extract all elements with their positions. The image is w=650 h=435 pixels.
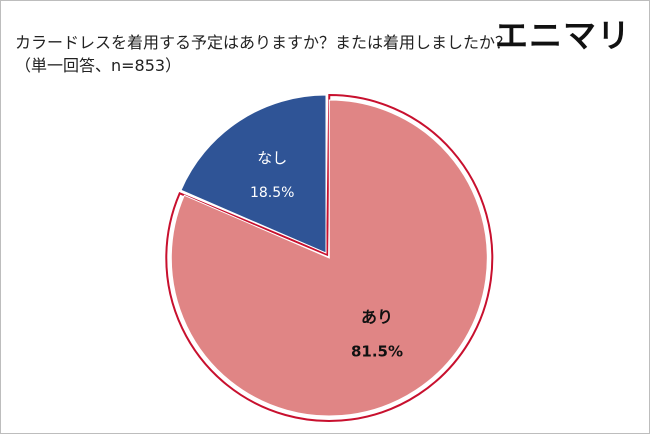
chart-title-line1: カラードレスを着用する予定はありますか？または着用しましたか？ [15, 33, 512, 52]
slice-2-value-label: 18.5% [250, 185, 294, 201]
pie-labels: あり 81.5% なし 18.5% [250, 149, 403, 361]
slice-1-value-label: 81.5% [351, 343, 403, 361]
slice-1 [170, 99, 488, 417]
pie-slices [165, 94, 494, 422]
brand-logo: エニマリ [495, 16, 631, 55]
chart-title-line2: （単一回答、n=853） [15, 56, 182, 75]
slice-2 [180, 94, 327, 254]
slice-2-label: なし [257, 149, 287, 167]
chart-title: カラードレスを着用する予定はありますか？または着用しましたか？ （単一回答、n=… [15, 31, 535, 77]
slice-1-label: あり [361, 308, 393, 327]
